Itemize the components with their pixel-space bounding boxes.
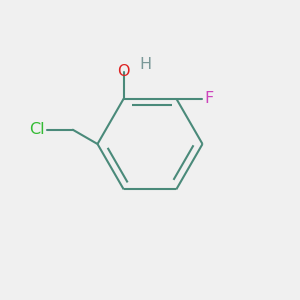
Text: Cl: Cl xyxy=(29,122,45,137)
Text: O: O xyxy=(118,64,130,79)
Text: F: F xyxy=(205,91,214,106)
Text: H: H xyxy=(139,57,152,72)
